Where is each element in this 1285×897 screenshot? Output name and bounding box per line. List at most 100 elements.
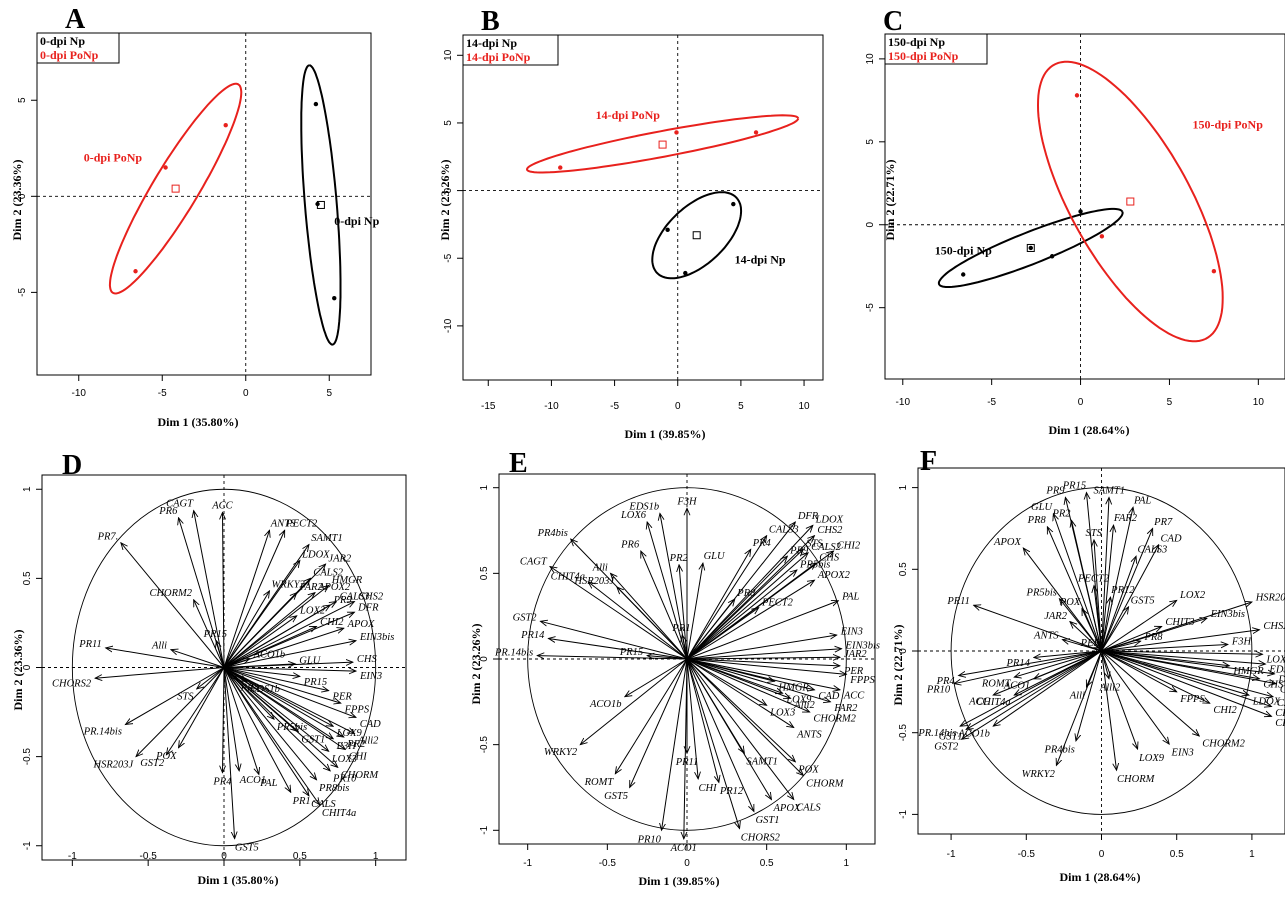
data-point	[313, 101, 319, 107]
variable-arrow	[686, 658, 771, 799]
data-point	[1074, 93, 1080, 98]
variable-arrow	[686, 658, 767, 705]
variable-arrow	[1101, 497, 1110, 652]
variable-arrow	[223, 667, 317, 780]
variable-label: PR11	[675, 757, 699, 768]
plot-frame	[462, 34, 824, 381]
variable-label: WRKY2	[1022, 769, 1056, 780]
variable-arrow	[686, 649, 842, 660]
y-tick-label: 0.5	[479, 566, 490, 580]
series-ponp: 0-dpi PoNp	[84, 82, 243, 295]
data-point	[753, 130, 759, 135]
variable-label: EIN3bis	[845, 640, 880, 651]
variable-label: CHI2	[837, 541, 861, 552]
variable-arrow	[1101, 626, 1162, 652]
variable-label: CHI	[1275, 718, 1285, 729]
variable-label: PR11	[78, 639, 102, 650]
variable-label: Alli	[151, 640, 167, 651]
x-tick-label: -10	[896, 397, 911, 408]
variable-arrow	[194, 511, 225, 668]
variable-arrow	[1101, 600, 1177, 652]
variable-label: PR4bis	[537, 528, 568, 539]
variable-label: GLU	[704, 551, 726, 562]
variable-label: PR10	[637, 834, 662, 845]
variable-arrow	[960, 650, 1102, 726]
plot-frame	[884, 33, 1285, 380]
variable-label: CALS	[796, 803, 821, 814]
variable-arrow	[223, 667, 345, 750]
variable-label: PER	[1080, 638, 1101, 649]
variable-arrow	[588, 582, 688, 660]
variable-arrow	[540, 621, 688, 660]
variable-arrow	[686, 635, 837, 660]
variable-arrow	[1101, 545, 1159, 652]
panel-letter: E	[509, 448, 528, 479]
variable-arrow	[686, 536, 767, 660]
x-tick-label: 10	[1253, 397, 1265, 408]
legend-entry: 150-dpi Np	[888, 35, 945, 49]
x-tick-label: 0.5	[1170, 849, 1184, 860]
variable-arrow	[106, 648, 225, 668]
variable-label: POX	[1059, 597, 1081, 608]
x-tick-label: -1	[523, 858, 532, 869]
variable-label: Alli2	[357, 735, 379, 746]
data-point	[1099, 234, 1105, 239]
variable-arrow	[223, 641, 356, 668]
variable-arrow	[1094, 540, 1102, 652]
variable-arrow	[686, 658, 846, 674]
variable-arrow	[1101, 650, 1272, 707]
variable-arrow	[686, 556, 787, 660]
variable-arrow	[125, 667, 225, 725]
y-axis-title: Dim 2 (23.26%)	[438, 160, 452, 241]
variable-arrow	[993, 650, 1102, 695]
legend-entry: 14-dpi PoNp	[466, 50, 531, 64]
variable-arrow	[1101, 650, 1275, 674]
variable-arrow	[1071, 520, 1102, 652]
variable-arrow	[1082, 609, 1102, 652]
variable-label: PAL	[259, 778, 277, 789]
variable-label: GST5	[235, 843, 259, 854]
variable-arrow	[548, 638, 688, 660]
variable-label: F3H	[676, 496, 698, 507]
variable-label: PER	[843, 666, 864, 677]
variable-label: CHORS2	[1275, 708, 1285, 719]
y-tick-label: 10	[443, 49, 454, 61]
variable-arrow	[974, 605, 1102, 652]
variable-arrow	[1101, 507, 1134, 652]
variable-arrow	[1101, 650, 1276, 684]
variable-arrow	[223, 667, 291, 793]
centroid-marker	[1126, 197, 1135, 206]
variable-label: PR12	[719, 786, 744, 797]
variable-label: ACO1b	[253, 649, 285, 660]
variable-arrow	[223, 627, 317, 668]
variable-arrow	[686, 599, 735, 660]
group-label: 0-dpi PoNp	[84, 151, 143, 165]
variable-label: STS	[806, 539, 823, 550]
variable-label: Alli2	[1099, 683, 1121, 694]
data-point	[133, 269, 138, 274]
centroid-marker	[1026, 243, 1035, 252]
group-label: 150-dpi PoNp	[1193, 118, 1264, 132]
variable-label: ACC	[968, 697, 990, 708]
variable-label: EIN3bis	[359, 632, 394, 643]
variable-arrow	[1076, 650, 1102, 741]
variable-label: PR9	[1045, 486, 1065, 497]
x-tick-label: -10	[544, 401, 559, 412]
variable-arrow	[686, 658, 698, 779]
variable-arrow	[1101, 650, 1177, 692]
panel-b: B -15 -10 -5 0 5 10 -10 -5 0 5 10 Dim 1 (39.85%) Dim …	[438, 6, 824, 441]
variable-label: APOX	[993, 537, 1021, 548]
variable-label: CHI2	[1213, 705, 1237, 716]
y-tick-label: 10	[865, 53, 876, 65]
variable-arrow	[1101, 618, 1207, 652]
variable-arrow	[166, 667, 225, 755]
panel-e: E -1 -0.5 0 0.5 1 -1 -0.5 0 0.5 1 Dim 1 (39.85%) Dim…	[469, 448, 880, 888]
variable-arrow	[216, 641, 225, 668]
variable-label: DFR	[1277, 674, 1285, 685]
variable-label: FPPS	[344, 704, 370, 715]
correlation-circle	[527, 487, 847, 831]
variable-label: EIN3	[1171, 747, 1194, 758]
variable-label: CHS2	[817, 525, 843, 536]
x-axis-title: Dim 1 (35.80%)	[198, 873, 279, 887]
variable-label: CAD	[818, 691, 839, 702]
